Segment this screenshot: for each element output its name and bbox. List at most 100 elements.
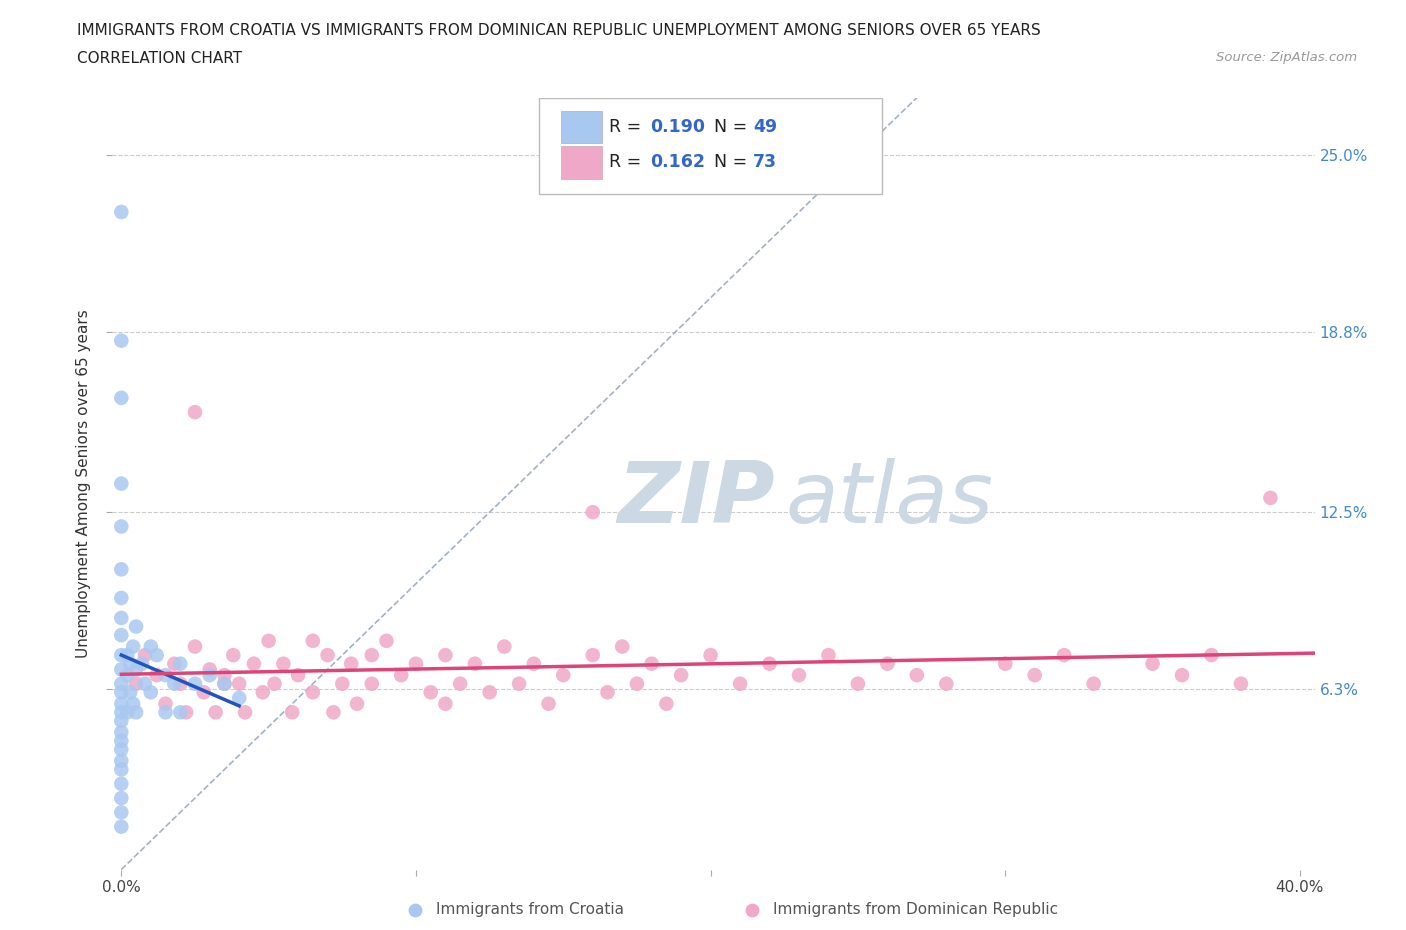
Point <box>876 657 898 671</box>
Text: R =: R = <box>609 153 647 171</box>
Point <box>193 684 215 699</box>
Point <box>316 647 339 662</box>
Point <box>419 684 441 699</box>
Point <box>122 639 145 654</box>
Point <box>669 668 692 683</box>
Point <box>198 662 221 677</box>
FancyBboxPatch shape <box>540 98 882 194</box>
Point <box>110 697 132 711</box>
Text: 73: 73 <box>754 153 778 171</box>
Point <box>125 662 148 677</box>
FancyBboxPatch shape <box>561 111 602 143</box>
Point <box>1142 657 1164 671</box>
Point <box>301 684 323 699</box>
Text: IMMIGRANTS FROM CROATIA VS IMMIGRANTS FROM DOMINICAN REPUBLIC UNEMPLOYMENT AMONG: IMMIGRANTS FROM CROATIA VS IMMIGRANTS FR… <box>77 23 1040 38</box>
Point <box>110 519 132 534</box>
Point <box>110 777 132 791</box>
Point <box>273 657 295 671</box>
Point <box>169 676 191 691</box>
Point <box>1024 668 1046 683</box>
Point <box>115 647 138 662</box>
FancyBboxPatch shape <box>561 146 602 179</box>
Text: Source: ZipAtlas.com: Source: ZipAtlas.com <box>1216 51 1357 64</box>
Point <box>434 647 457 662</box>
Text: N =: N = <box>714 153 752 171</box>
Point <box>817 647 839 662</box>
Point <box>846 676 869 691</box>
Point <box>110 676 132 691</box>
Text: 0.190: 0.190 <box>650 118 704 136</box>
Point <box>122 697 145 711</box>
Point <box>145 668 167 683</box>
Text: R =: R = <box>609 118 647 136</box>
Point <box>163 676 186 691</box>
Point <box>346 697 368 711</box>
Point <box>184 405 207 419</box>
Point <box>287 668 309 683</box>
Point <box>131 657 153 671</box>
Text: ZIP: ZIP <box>617 458 775 540</box>
Text: 49: 49 <box>754 118 778 136</box>
Point <box>184 639 207 654</box>
Point <box>110 724 132 739</box>
Point <box>449 676 471 691</box>
Point <box>1260 490 1282 505</box>
Point <box>110 333 132 348</box>
Point <box>120 684 142 699</box>
Point <box>281 705 304 720</box>
Point <box>596 684 619 699</box>
Point <box>257 633 280 648</box>
Point <box>523 657 546 671</box>
Point <box>979 799 1001 814</box>
Point <box>228 676 250 691</box>
Point <box>478 684 501 699</box>
Point <box>405 657 427 671</box>
Point <box>322 705 344 720</box>
Point <box>1230 676 1253 691</box>
Point <box>120 657 142 671</box>
Point <box>110 762 132 777</box>
Point <box>243 657 266 671</box>
Point <box>1171 668 1194 683</box>
Point <box>537 697 560 711</box>
Point <box>626 676 648 691</box>
Point <box>640 657 662 671</box>
Point <box>174 705 197 720</box>
Point <box>699 647 721 662</box>
Point <box>582 505 605 520</box>
Point <box>110 662 132 677</box>
Point <box>125 676 148 691</box>
Point <box>198 668 221 683</box>
Point <box>110 391 132 405</box>
Point <box>508 676 530 691</box>
Point <box>935 676 957 691</box>
Point <box>728 676 751 691</box>
Point <box>214 676 236 691</box>
Point <box>1201 647 1223 662</box>
Point <box>330 676 353 691</box>
Point <box>110 705 132 720</box>
Point <box>110 805 132 820</box>
Point <box>155 705 177 720</box>
Point <box>110 713 132 728</box>
Point <box>169 705 191 720</box>
Point <box>139 639 162 654</box>
Point <box>134 647 156 662</box>
Point <box>228 691 250 706</box>
Point <box>582 647 605 662</box>
Point <box>1083 676 1105 691</box>
Text: atlas: atlas <box>786 458 994 540</box>
Y-axis label: Unemployment Among Seniors over 65 years: Unemployment Among Seniors over 65 years <box>76 309 91 658</box>
Point <box>115 668 138 683</box>
Text: Immigrants from Dominican Republic: Immigrants from Dominican Republic <box>773 902 1059 917</box>
Point <box>110 647 132 662</box>
Point <box>145 647 167 662</box>
Point <box>184 676 207 691</box>
Point <box>494 639 516 654</box>
Text: CORRELATION CHART: CORRELATION CHART <box>77 51 242 66</box>
Point <box>375 633 398 648</box>
Point <box>222 647 245 662</box>
Point <box>905 668 928 683</box>
Point <box>134 676 156 691</box>
Point <box>169 657 191 671</box>
